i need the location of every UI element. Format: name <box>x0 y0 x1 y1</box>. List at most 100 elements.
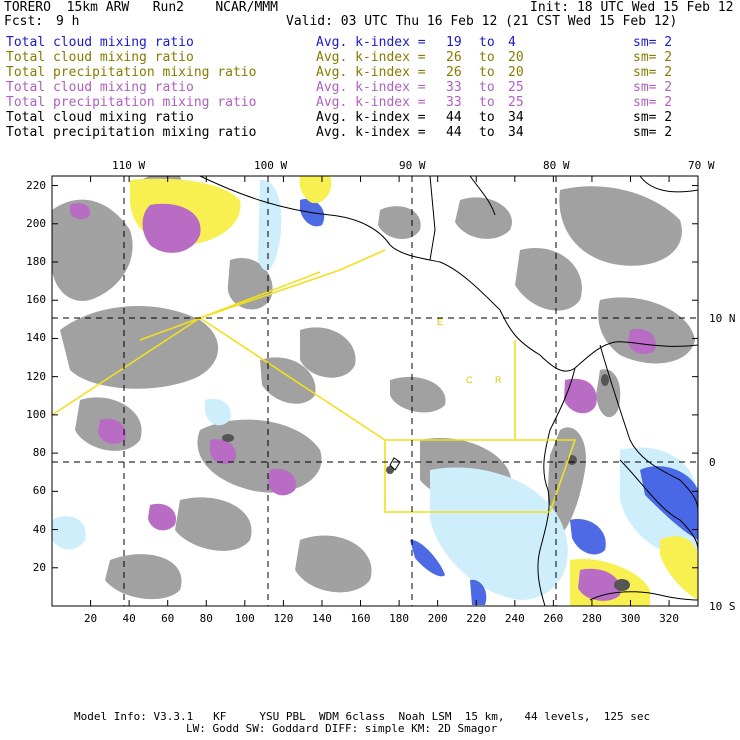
lat-label-10s: 10 S <box>709 600 736 613</box>
legend-index-label: Avg. k-index = <box>316 65 426 80</box>
x-tick-label: 80 <box>199 612 213 625</box>
legend-row: Total cloud mixing ratio Avg. k-index = 19… <box>6 36 736 50</box>
lat-label-10n: 10 N <box>709 312 736 325</box>
forecast-label: Fcst: <box>4 14 44 29</box>
x-tick-label: 280 <box>582 612 602 625</box>
legend-to: to <box>479 50 495 65</box>
x-tick-label: 160 <box>350 612 371 625</box>
legend-row: Total cloud mixing ratio Avg. k-index = 44… <box>6 111 736 125</box>
x-tick-label: 100 <box>234 612 255 625</box>
legend-k-from: 19 <box>446 35 462 50</box>
y-tick-label: 20 <box>32 560 46 574</box>
legend-to: to <box>479 65 495 80</box>
legend-k-to: 20 <box>508 50 524 65</box>
physics-info: LW: Godd SW: Goddard DIFF: simple KM: 2D… <box>186 722 498 735</box>
forecast-hours: 9 h <box>56 14 80 29</box>
legend-row: Total cloud mixing ratio Avg. k-index = 33… <box>6 81 736 95</box>
valid-time: Valid: 03 UTC Thu 16 Feb 12 (21 CST Wed … <box>286 14 678 29</box>
y-tick-label: 220 <box>26 178 46 192</box>
legend-field-name: Total cloud mixing ratio <box>6 50 194 65</box>
legend-to: to <box>479 80 495 95</box>
legend-k-from: 33 <box>446 80 462 95</box>
region-marker: R <box>495 375 502 385</box>
init-time: Init: 18 UTC Wed 15 Feb 12 <box>530 0 734 15</box>
x-tick-label: 20 <box>83 612 98 625</box>
legend-index-label: Avg. k-index = <box>316 110 426 125</box>
legend-field-name: Total cloud mixing ratio <box>6 35 194 50</box>
lon-label-110w: 110 W <box>112 159 146 172</box>
legend-row: Total precipitation mixing ratio Avg. k-i… <box>6 66 736 80</box>
legend-k-to: 20 <box>508 65 524 80</box>
region-marker: E <box>437 317 443 327</box>
legend-index-label: Avg. k-index = <box>316 50 426 65</box>
y-tick-label: 140 <box>26 331 46 345</box>
region-marker: C <box>466 375 473 385</box>
x-tick-label: 40 <box>122 612 136 625</box>
model-title: TORERO 15km ARW Run2 NCAR/MMM <box>4 0 278 15</box>
domain-outline <box>51 249 577 513</box>
legend-row: Total precipitation mixing ratio Avg. k-i… <box>6 96 736 110</box>
legend-row: Total cloud mixing ratio Avg. k-index = 26… <box>6 51 736 65</box>
legend-field-name: Total precipitation mixing ratio <box>6 125 257 140</box>
axis-ticks <box>52 176 698 606</box>
y-tick-label: 180 <box>26 255 46 268</box>
legend-smoothing: sm= 2 <box>633 95 673 110</box>
model-info: Model Info: V3.3.1 KF YSU PBL WDM 6class… <box>74 710 651 723</box>
y-tick-label: 120 <box>26 369 46 383</box>
legend-smoothing: sm= 2 <box>633 50 673 65</box>
legend-to: to <box>479 95 495 110</box>
y-tick-label: 80 <box>32 446 46 460</box>
y-tick-label: 60 <box>32 484 46 498</box>
legend-smoothing: sm= 2 <box>633 125 673 140</box>
legend-k-from: 33 <box>446 95 462 110</box>
legend-field-name: Total cloud mixing ratio <box>6 80 194 95</box>
legend-index-label: Avg. k-index = <box>316 35 426 50</box>
legend-smoothing: sm= 2 <box>633 110 673 125</box>
y-tick-label: 40 <box>32 522 46 536</box>
coastlines <box>199 176 698 606</box>
legend-k-to: 25 <box>508 80 524 95</box>
legend-smoothing: sm= 2 <box>633 35 673 50</box>
legend-field-name: Total cloud mixing ratio <box>6 110 194 125</box>
legend-field-name: Total precipitation mixing ratio <box>6 65 257 80</box>
x-tick-label: 200 <box>427 612 448 625</box>
lon-label-70w: 70 W <box>688 159 715 172</box>
legend-k-from: 44 <box>446 110 462 125</box>
legend-index-label: Avg. k-index = <box>316 95 426 110</box>
x-tick-label: 180 <box>389 612 410 625</box>
x-tick-label: 300 <box>620 612 641 625</box>
legend-index-label: Avg. k-index = <box>316 125 426 140</box>
x-tick-label: 140 <box>312 612 332 625</box>
plot-frame <box>51 175 699 607</box>
legend-k-from: 44 <box>446 125 462 140</box>
legend-k-to: 34 <box>508 125 524 140</box>
legend-k-from: 26 <box>446 65 462 80</box>
legend-k-from: 26 <box>446 50 462 65</box>
legend-k-to: 34 <box>508 110 524 125</box>
cloud-field <box>52 176 698 606</box>
x-tick-label: 240 <box>504 612 525 625</box>
y-tick-label: 100 <box>26 407 46 421</box>
y-tick-label: 160 <box>26 293 46 307</box>
latlon-grid <box>52 176 698 606</box>
x-tick-label: 320 <box>659 612 679 625</box>
lon-label-100w: 100 W <box>254 159 288 172</box>
lat-label-0: 0 <box>709 456 716 469</box>
lon-label-90w: 90 W <box>399 159 426 172</box>
purple-precip-shading <box>70 203 656 601</box>
x-tick-label: 220 <box>466 612 487 625</box>
x-tick-label: 120 <box>273 612 294 625</box>
legend-to: to <box>479 125 495 140</box>
legend-row: Total precipitation mixing ratio Avg. k-i… <box>6 126 736 140</box>
legend-to: to <box>479 35 495 50</box>
x-tick-label: 260 <box>543 612 564 625</box>
lon-label-80w: 80 W <box>543 159 570 172</box>
blue-cloud-shading <box>300 199 698 605</box>
legend-smoothing: sm= 2 <box>633 65 673 80</box>
legend-field-name: Total precipitation mixing ratio <box>6 95 257 110</box>
legend-k-to: 25 <box>508 95 524 110</box>
y-tick-label: 200 <box>26 216 46 230</box>
legend-k-to: 4 <box>508 35 516 50</box>
legend-to: to <box>479 110 495 125</box>
